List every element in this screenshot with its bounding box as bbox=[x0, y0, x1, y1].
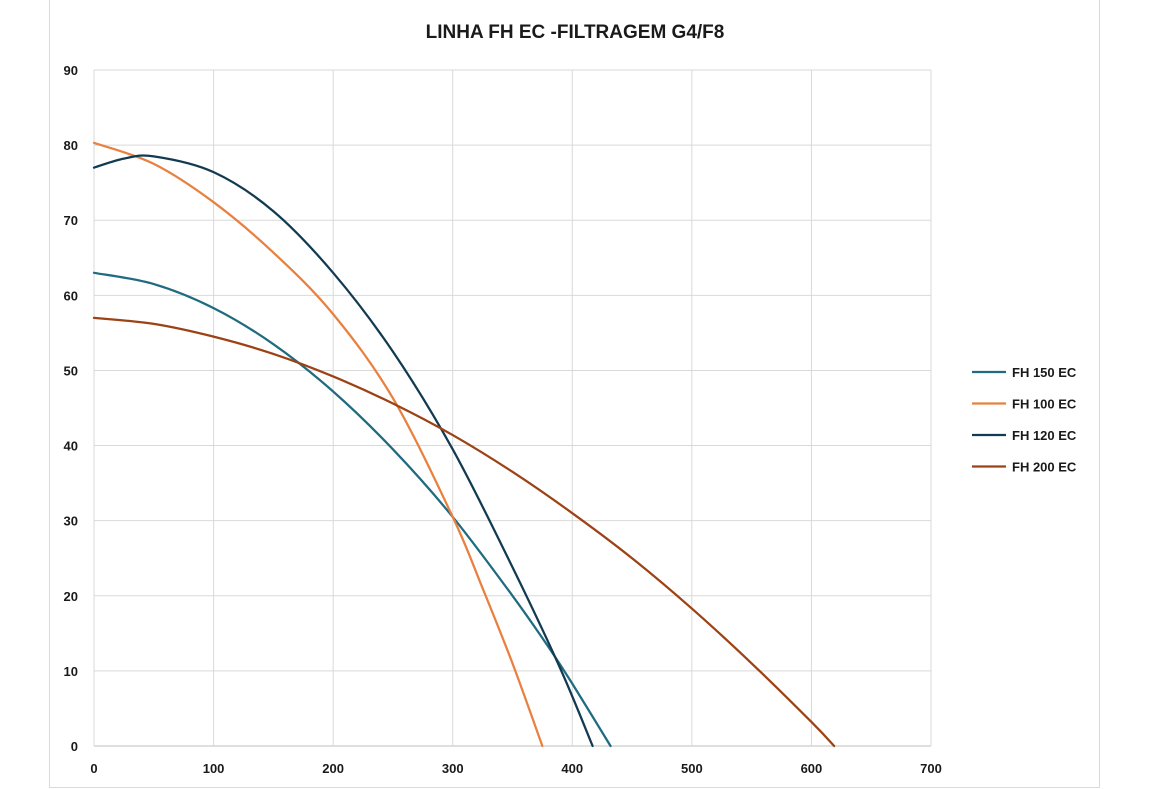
x-tick-label: 400 bbox=[561, 761, 583, 776]
series-lines bbox=[92, 141, 836, 748]
series-line-fh-120-ec bbox=[92, 154, 594, 748]
legend-label-fh-150-ec: FH 150 EC bbox=[1012, 365, 1077, 380]
y-tick-label: 90 bbox=[64, 63, 78, 78]
series-line-fh-150-ec bbox=[92, 271, 612, 748]
y-tick-label: 80 bbox=[64, 138, 78, 153]
grid bbox=[93, 69, 932, 747]
y-tick-label: 30 bbox=[64, 514, 78, 529]
y-tick-label: 20 bbox=[64, 589, 78, 604]
y-axis-ticks: 0 10 20 30 40 50 60 70 80 90 bbox=[64, 63, 78, 754]
x-tick-label: 200 bbox=[322, 761, 344, 776]
y-tick-label: 10 bbox=[64, 664, 78, 679]
y-tick-label: 70 bbox=[64, 213, 78, 228]
x-tick-label: 600 bbox=[801, 761, 823, 776]
legend-label-fh-200-ec: FH 200 EC bbox=[1012, 460, 1077, 475]
legend[interactable]: FH 150 EC FH 100 EC FH 120 EC FH 200 EC bbox=[972, 365, 1077, 475]
y-tick-label: 50 bbox=[64, 363, 78, 378]
y-tick-label: 40 bbox=[64, 439, 78, 454]
legend-label-fh-120-ec: FH 120 EC bbox=[1012, 428, 1077, 443]
x-tick-label: 700 bbox=[920, 761, 942, 776]
chart-title: LINHA FH EC -FILTRAGEM G4/F8 bbox=[426, 22, 725, 43]
x-axis-ticks: 0 100 200 300 400 500 600 700 bbox=[90, 761, 941, 776]
x-tick-label: 100 bbox=[203, 761, 225, 776]
y-tick-label: 60 bbox=[64, 288, 78, 303]
x-tick-label: 300 bbox=[442, 761, 464, 776]
x-tick-label: 0 bbox=[90, 761, 97, 776]
legend-label-fh-100-ec: FH 100 EC bbox=[1012, 397, 1077, 412]
x-tick-label: 500 bbox=[681, 761, 703, 776]
series-line-fh-100-ec bbox=[92, 141, 544, 748]
chart-frame bbox=[49, 0, 1100, 788]
y-tick-label: 0 bbox=[71, 739, 78, 754]
series-line-fh-200-ec bbox=[92, 316, 836, 748]
